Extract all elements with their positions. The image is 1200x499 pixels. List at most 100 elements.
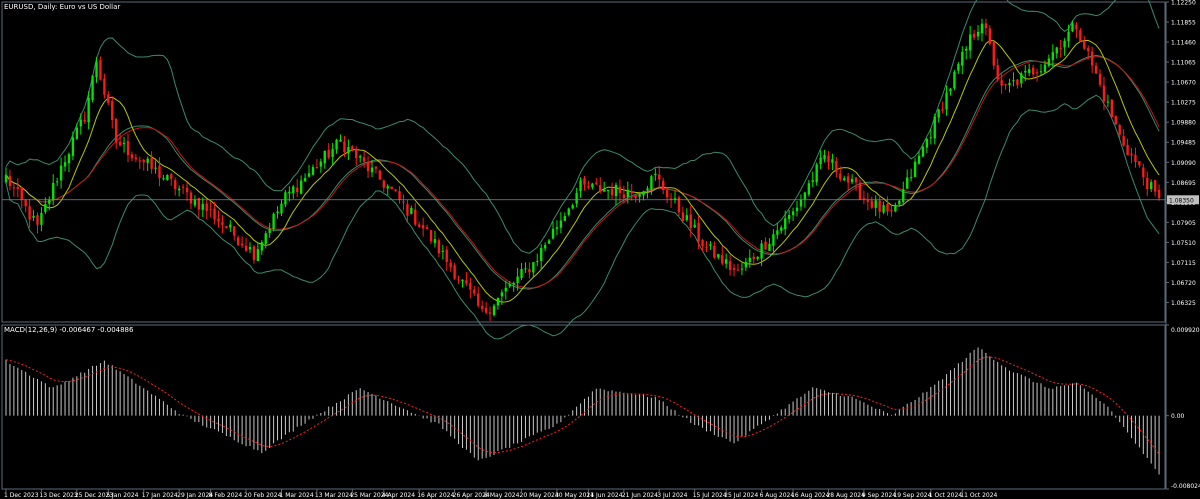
candle-bearish (453, 265, 456, 279)
candle-bearish (1126, 144, 1129, 156)
candle-bearish (839, 173, 842, 180)
candle-bullish (264, 233, 267, 244)
candle-bearish (351, 146, 354, 151)
candle-bearish (488, 312, 492, 314)
candle-bearish (1004, 84, 1007, 86)
candle-bullish (40, 212, 43, 225)
macd-title: MACD(12,26,9) -0.006467 -0.004886 (4, 326, 134, 334)
candle-bullish (335, 139, 338, 150)
candle-bullish (799, 199, 803, 207)
candle-bearish (16, 187, 19, 189)
price-pane: 1.12250 1.11855 1.11460 1.11065 1.10670 1.102… (1, 0, 1199, 340)
candle-bullish (744, 261, 748, 268)
candle-bullish (784, 218, 787, 229)
candle-bearish (1079, 30, 1082, 42)
candle-bullish (496, 297, 500, 306)
candle-bearish (662, 180, 665, 190)
candle-bearish (858, 182, 862, 200)
candle-bearish (406, 204, 409, 216)
candle-bullish (276, 211, 279, 214)
candle-bearish (1016, 79, 1019, 85)
candle-bullish (823, 155, 826, 160)
candle-bullish (791, 211, 795, 216)
candle-bullish (909, 177, 913, 179)
candle-bullish (32, 215, 35, 218)
candle-bearish (862, 198, 866, 200)
macd-signal-line (5, 356, 1160, 455)
candle-bearish (189, 192, 193, 204)
candle-bearish (764, 241, 767, 250)
fast-moving-average (5, 39, 1160, 303)
candle-bearish (1157, 189, 1161, 199)
candle-bearish (721, 255, 724, 264)
candle-bearish (622, 194, 626, 199)
candle-bearish (697, 222, 700, 241)
candle-bullish (1008, 82, 1011, 86)
candle-bullish (540, 247, 543, 261)
candle-bearish (1102, 85, 1106, 102)
candle-bearish (984, 23, 988, 29)
candle-bullish (563, 216, 567, 221)
candle-bullish (162, 178, 165, 180)
candle-bullish (724, 259, 728, 264)
candle-bearish (374, 166, 378, 169)
x-axis-label: 25 Dec 2023 (75, 492, 114, 499)
candle-bullish (95, 62, 98, 78)
x-axis-label: 20 May 2024 (520, 492, 559, 499)
candle-bullish (1012, 80, 1015, 82)
candle-bullish (772, 234, 775, 246)
candle-bullish (850, 178, 854, 183)
price-axis-label: 1.11065 (1171, 60, 1196, 67)
candle-bullish (55, 181, 59, 183)
x-axis-label: 1 Mar 2024 (279, 492, 313, 499)
candle-bearish (12, 187, 16, 189)
candle-bearish (83, 119, 86, 122)
candle-bullish (288, 191, 291, 194)
price-pane-frame (1, 1, 1166, 323)
candle-bearish (846, 176, 850, 183)
candle-bullish (575, 192, 578, 204)
candle-bullish (929, 137, 932, 139)
candle-bearish (689, 214, 692, 229)
candle-bullish (591, 183, 594, 188)
candle-bullish (59, 165, 63, 181)
price-axis-label: 1.06325 (1171, 300, 1196, 307)
candle-bearish (327, 150, 330, 158)
candle-bullish (787, 215, 791, 219)
candle-bearish (1083, 40, 1086, 49)
candle-bullish (1150, 182, 1153, 190)
bollinger-upper-band (5, 0, 1160, 254)
x-axis-label: 8 May 2024 (484, 492, 519, 499)
x-axis-label: 4 Apr 2024 (382, 492, 415, 499)
x-axis-label: 1 Dec 2023 (4, 492, 39, 499)
candle-bearish (158, 166, 161, 179)
candle-bearish (1153, 180, 1157, 192)
candle-bullish (1051, 52, 1054, 60)
price-axis-label: 1.09485 (1171, 140, 1196, 147)
candle-bullish (370, 167, 374, 173)
candle-bullish (555, 227, 559, 229)
candle-bullish (461, 279, 464, 282)
candle-bullish (602, 189, 606, 192)
candle-bullish (606, 189, 610, 192)
x-axis-label: 16 Aug 2024 (791, 492, 830, 499)
x-axis-label: 25 Jul 2024 (724, 492, 758, 499)
macd-axis-label: 0.009920 (1171, 327, 1200, 334)
candle-bearish (886, 204, 889, 212)
candle-bearish (705, 246, 708, 248)
price-axis-label: 1.10670 (1171, 80, 1196, 87)
candle-bullish (311, 167, 315, 175)
candle-bullish (386, 186, 389, 189)
candle-bullish (614, 184, 618, 197)
candle-bullish (339, 139, 342, 142)
candle-bullish (1106, 101, 1110, 103)
candle-bearish (992, 42, 995, 66)
candle-bearish (713, 246, 716, 258)
candle-bearish (658, 174, 661, 180)
candle-bearish (1075, 24, 1078, 30)
candle-bullish (524, 268, 527, 270)
candle-bearish (398, 191, 401, 200)
candle-bullish (166, 174, 169, 181)
candle-bearish (595, 182, 598, 185)
